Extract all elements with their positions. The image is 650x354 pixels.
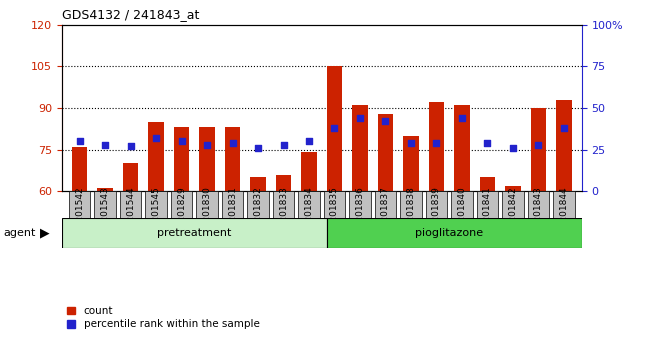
FancyBboxPatch shape — [120, 191, 142, 235]
Bar — [403, 136, 419, 191]
Bar — [429, 102, 444, 191]
Text: GSM201842: GSM201842 — [508, 186, 517, 241]
Bar — [327, 66, 342, 191]
Text: GSM201543: GSM201543 — [101, 186, 110, 241]
Text: GSM201838: GSM201838 — [406, 186, 415, 241]
Text: GSM201834: GSM201834 — [304, 186, 313, 241]
FancyBboxPatch shape — [298, 191, 320, 235]
FancyBboxPatch shape — [327, 218, 582, 248]
FancyBboxPatch shape — [528, 191, 549, 235]
Point — [278, 142, 289, 147]
Bar — [200, 127, 214, 191]
Text: GDS4132 / 241843_at: GDS4132 / 241843_at — [62, 8, 199, 21]
Text: GSM201840: GSM201840 — [458, 186, 467, 241]
Text: pioglitazone: pioglitazone — [415, 228, 483, 238]
FancyBboxPatch shape — [400, 191, 422, 235]
Point — [355, 115, 365, 121]
FancyBboxPatch shape — [426, 191, 447, 235]
Text: GSM201833: GSM201833 — [279, 186, 288, 241]
Text: GSM201839: GSM201839 — [432, 186, 441, 241]
Text: GSM201837: GSM201837 — [381, 186, 390, 241]
Text: GSM201841: GSM201841 — [483, 186, 492, 241]
Bar — [250, 177, 266, 191]
Text: GSM201831: GSM201831 — [228, 186, 237, 241]
Text: GSM201545: GSM201545 — [151, 186, 161, 241]
Point — [559, 125, 569, 131]
Text: GSM201835: GSM201835 — [330, 186, 339, 241]
Text: GSM201829: GSM201829 — [177, 186, 186, 241]
FancyBboxPatch shape — [145, 191, 167, 235]
Point — [227, 140, 238, 146]
Point — [74, 138, 85, 144]
Bar — [174, 127, 189, 191]
Point — [125, 143, 136, 149]
FancyBboxPatch shape — [502, 191, 524, 235]
Point — [482, 140, 493, 146]
Text: GSM201542: GSM201542 — [75, 186, 84, 241]
FancyBboxPatch shape — [451, 191, 473, 235]
Bar — [531, 108, 546, 191]
Text: agent: agent — [3, 228, 36, 238]
Text: GSM201832: GSM201832 — [254, 186, 263, 241]
Text: pretreatment: pretreatment — [157, 228, 231, 238]
Bar — [556, 99, 571, 191]
Point — [533, 142, 543, 147]
FancyBboxPatch shape — [553, 191, 575, 235]
Bar — [302, 152, 317, 191]
FancyBboxPatch shape — [273, 191, 294, 235]
Point — [100, 142, 110, 147]
Bar — [123, 164, 138, 191]
Point — [431, 140, 441, 146]
FancyBboxPatch shape — [324, 191, 345, 235]
Legend: count, percentile rank within the sample: count, percentile rank within the sample — [67, 306, 259, 329]
Text: GSM201544: GSM201544 — [126, 186, 135, 241]
Text: GSM201844: GSM201844 — [560, 186, 568, 241]
Point — [253, 145, 263, 151]
FancyBboxPatch shape — [171, 191, 192, 235]
Bar — [352, 105, 368, 191]
Point — [202, 142, 213, 147]
FancyBboxPatch shape — [476, 191, 499, 235]
Point — [406, 140, 416, 146]
Bar — [72, 147, 87, 191]
FancyBboxPatch shape — [196, 191, 218, 235]
Point — [380, 119, 391, 124]
Bar — [276, 175, 291, 191]
FancyBboxPatch shape — [222, 191, 243, 235]
Bar — [505, 185, 521, 191]
Point — [151, 135, 161, 141]
Text: GSM201843: GSM201843 — [534, 186, 543, 241]
Point — [330, 125, 340, 131]
Bar — [480, 177, 495, 191]
FancyBboxPatch shape — [374, 191, 396, 235]
Bar — [225, 127, 240, 191]
Text: GSM201830: GSM201830 — [203, 186, 211, 241]
Bar — [98, 188, 112, 191]
FancyBboxPatch shape — [94, 191, 116, 235]
Point — [176, 138, 187, 144]
Bar — [378, 114, 393, 191]
Bar — [454, 105, 469, 191]
FancyBboxPatch shape — [69, 191, 90, 235]
Point — [508, 145, 518, 151]
Text: GSM201836: GSM201836 — [356, 186, 365, 241]
FancyBboxPatch shape — [62, 218, 327, 248]
Bar — [148, 122, 164, 191]
Text: ▶: ▶ — [40, 226, 50, 239]
FancyBboxPatch shape — [247, 191, 269, 235]
Point — [304, 138, 314, 144]
FancyBboxPatch shape — [349, 191, 370, 235]
Point — [457, 115, 467, 121]
